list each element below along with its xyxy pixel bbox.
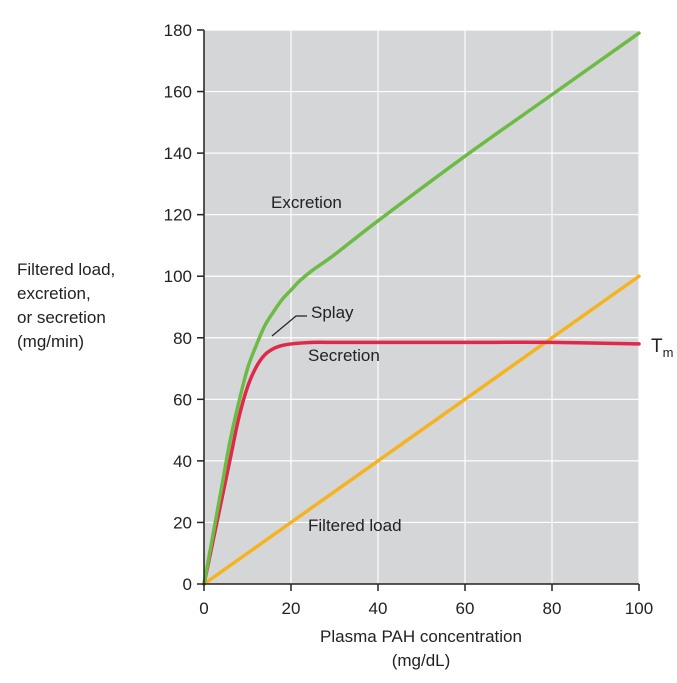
series-label-secretion: Secretion	[308, 346, 380, 365]
x-axis-label-line-2: (mg/dL)	[391, 651, 451, 670]
y-tick-label-160: 160	[164, 83, 192, 102]
grid	[204, 29, 640, 584]
y-axis-label-line-3: or secretion	[17, 308, 106, 327]
y-tick-label-20: 20	[173, 513, 192, 532]
axes	[203, 30, 639, 585]
series-secretion	[202, 340, 641, 586]
y-axis-label-line-4: (mg/min)	[17, 332, 85, 351]
series-filtered-load	[202, 274, 641, 586]
y-axis-label-line-1: Filtered load,	[17, 260, 116, 279]
series-label-excretion: Excretion	[271, 193, 342, 212]
splay-label: Splay	[311, 303, 354, 322]
y-tick-label-140: 140	[164, 144, 192, 163]
series-label-filtered-load: Filtered load	[308, 516, 402, 535]
tm-label: Tm	[651, 336, 673, 360]
x-tick-label-80: 80	[543, 599, 562, 618]
y-axis-label-line-2: excretion,	[17, 284, 91, 303]
tm-label-sub: m	[663, 345, 674, 360]
y-tick-label-80: 80	[173, 329, 192, 348]
y-tick-label-40: 40	[173, 452, 192, 471]
series-layer	[202, 31, 641, 586]
x-tick-label-0: 0	[199, 599, 208, 618]
y-tick-label-0: 0	[183, 575, 192, 594]
series-excretion	[202, 31, 641, 586]
ticks: 0 20 40 60 80 100 120 140 160 180 0 20 40 60 80 100	[164, 21, 654, 618]
x-tick-label-20: 20	[282, 599, 301, 618]
x-tick-label-40: 40	[369, 599, 388, 618]
plot-area	[204, 30, 639, 584]
tm-label-main: T	[651, 336, 663, 357]
x-tick-label-60: 60	[456, 599, 475, 618]
y-tick-label-120: 120	[164, 206, 192, 225]
y-tick-label-100: 100	[164, 267, 192, 286]
x-tick-label-100: 100	[625, 599, 653, 618]
splay-pointer	[271, 315, 307, 337]
x-axis-label-line-1: Plasma PAH concentration	[320, 627, 522, 646]
y-tick-label-180: 180	[164, 21, 192, 40]
y-tick-label-60: 60	[173, 390, 192, 409]
